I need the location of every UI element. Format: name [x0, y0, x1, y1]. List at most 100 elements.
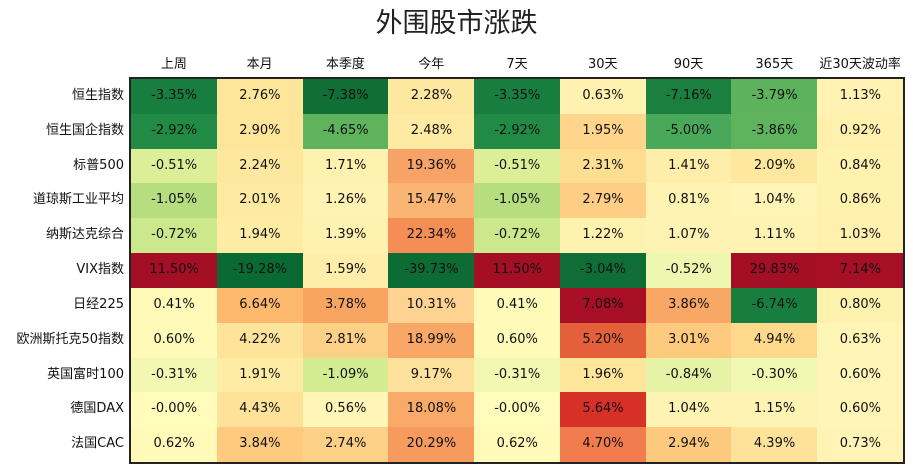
heatmap-cell: -5.00%	[645, 113, 732, 150]
heatmap-cell: 1.11%	[731, 218, 818, 254]
heatmap-cell: 0.62%	[131, 427, 218, 463]
heatmap-cell: -39.73%	[388, 253, 475, 289]
heatmap-cell: -0.30%	[731, 357, 818, 393]
heatmap-cell: 5.20%	[559, 322, 647, 359]
column-header: 上周	[160, 57, 187, 72]
heatmap-cell: 18.99%	[388, 322, 475, 359]
heatmap-cell: 1.94%	[216, 218, 304, 254]
row-label: 道琼斯工业平均	[32, 192, 124, 208]
row-label: 英国富时100	[47, 366, 124, 382]
heatmap-cell: 5.64%	[559, 392, 647, 428]
heatmap-cell: 2.81%	[302, 322, 389, 359]
heatmap-cell: 0.41%	[131, 287, 218, 324]
row-label: 恒生国企指数	[45, 122, 124, 138]
heatmap-cell: 3.86%	[645, 287, 732, 324]
heatmap-cell: 0.41%	[474, 287, 561, 324]
row-label: 恒生指数	[71, 88, 124, 103]
heatmap-cell: 2.31%	[559, 148, 647, 184]
heatmap-cell: -0.00%	[474, 392, 561, 428]
heatmap-cell: -3.35%	[131, 79, 218, 115]
heatmap-cell: -1.09%	[302, 357, 389, 393]
heatmap-cell: 2.94%	[645, 427, 732, 463]
heatmap-cell: 0.92%	[817, 113, 904, 150]
heatmap-cell: 0.60%	[817, 357, 904, 393]
heatmap-cell: 0.63%	[559, 79, 647, 115]
heatmap-cell: 4.39%	[731, 427, 818, 463]
heatmap-cell: 1.96%	[559, 357, 647, 393]
heatmap-cell: 1.13%	[817, 79, 904, 115]
heatmap-cell: 2.90%	[216, 113, 304, 150]
heatmap-cell: -0.72%	[474, 218, 561, 254]
heatmap-cell: 0.63%	[817, 322, 904, 359]
heatmap-cell: 9.17%	[388, 357, 475, 393]
heatmap-cell: 4.70%	[559, 427, 647, 463]
heatmap-cell: -3.04%	[559, 253, 647, 289]
heatmap-cell: -6.74%	[731, 287, 818, 324]
heatmap-cell: 0.56%	[302, 392, 389, 428]
heatmap-cell: 4.43%	[216, 392, 304, 428]
heatmap-cell: 0.81%	[645, 183, 732, 219]
heatmap-cell: 18.08%	[388, 392, 475, 428]
chart-title: 外围股市涨跌	[375, 8, 538, 39]
heatmap-cell: 3.01%	[645, 322, 732, 359]
heatmap-cell: 0.62%	[474, 427, 561, 463]
heatmap-cell: -0.51%	[474, 148, 561, 184]
row-label: 德国DAX	[70, 401, 124, 417]
heatmap-cell: 4.22%	[216, 322, 304, 359]
column-header: 近30天波动率	[819, 57, 901, 72]
column-header: 7天	[506, 57, 528, 72]
row-label: 法国CAC	[71, 436, 124, 452]
heatmap-cell: -19.28%	[216, 253, 304, 289]
heatmap-cell: 1.71%	[302, 148, 389, 184]
heatmap-cell: 0.80%	[817, 287, 904, 324]
heatmap-cell: 1.03%	[817, 218, 904, 254]
heatmap-cell: 1.04%	[731, 183, 818, 219]
row-label: 纳斯达克综合	[45, 227, 124, 243]
heatmap-cell: -0.51%	[131, 148, 218, 184]
heatmap-cell: 1.39%	[302, 218, 389, 254]
heatmap-cell: 22.34%	[388, 218, 475, 254]
column-headers: 上周 本月 本季度 今年 7天 30天 90天 365天 近30天波动率	[129, 54, 905, 76]
heatmap-cell: 1.59%	[302, 253, 389, 289]
heatmap-cell: 2.09%	[731, 148, 818, 184]
heatmap-cell: 6.64%	[216, 287, 304, 324]
heatmap-cell: 0.73%	[817, 427, 904, 463]
row-label: 日经225	[73, 296, 124, 312]
heatmap-cell: 0.86%	[817, 183, 904, 219]
heatmap-cell: 4.94%	[731, 322, 818, 359]
heatmap-cell: -1.05%	[131, 183, 218, 219]
heatmap-cell: -0.84%	[645, 357, 732, 393]
heatmap-cell: -2.92%	[474, 113, 561, 150]
heatmap-cell: -3.86%	[731, 113, 818, 150]
heatmap-cell: 0.60%	[474, 322, 561, 359]
heatmap-cell: 2.24%	[216, 148, 304, 184]
heatmap-cell: -2.92%	[131, 113, 218, 150]
heatmap-cell: -0.00%	[131, 392, 218, 428]
heatmap-cell: 7.08%	[559, 287, 647, 324]
heatmap-cell: 2.76%	[216, 79, 304, 115]
heatmap-cell: 29.83%	[731, 253, 818, 289]
row-labels: 恒生指数 恒生国企指数 标普500 道琼斯工业平均 纳斯达克综合 VIX指数 日经225 欧洲…	[0, 77, 124, 464]
heatmap-cell: 15.47%	[388, 183, 475, 219]
heatmap-cell: 1.41%	[645, 148, 732, 184]
column-header: 今年	[418, 57, 445, 72]
heatmap-cell: 2.48%	[388, 113, 475, 150]
heatmap-cell: 7.14%	[817, 253, 904, 289]
heatmap-cell: -0.31%	[474, 357, 561, 393]
heatmap-cell: -0.52%	[645, 253, 732, 289]
heatmap-cell: 0.84%	[817, 148, 904, 184]
heatmap-cell: 1.04%	[645, 392, 732, 428]
heatmap-cell: 3.84%	[216, 427, 304, 463]
heatmap-cell: -3.35%	[474, 79, 561, 115]
column-header: 本季度	[325, 57, 365, 72]
heatmap-cell: -7.38%	[302, 79, 389, 115]
heatmap-cell: -1.05%	[474, 183, 561, 219]
heatmap-cell: 1.91%	[216, 357, 304, 393]
heatmap-cell: 2.74%	[302, 427, 389, 463]
heatmap-cell: -3.79%	[731, 79, 818, 115]
column-header: 本月	[246, 57, 273, 72]
row-label: 标普500	[73, 157, 124, 173]
heatmap-cell: 3.78%	[302, 287, 389, 324]
heatmap-cell: 2.28%	[388, 79, 475, 115]
heatmap-cell: 1.26%	[302, 183, 389, 219]
